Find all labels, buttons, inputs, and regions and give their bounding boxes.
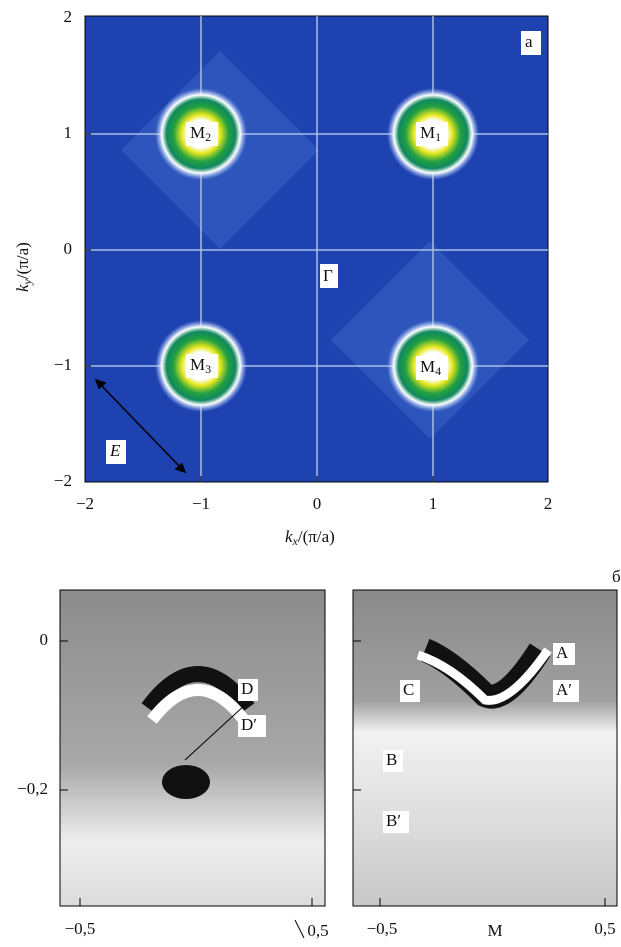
point-label: M1 — [420, 123, 441, 144]
label-part: k — [13, 284, 32, 292]
x-tick-label: M — [487, 921, 502, 940]
band — [416, 647, 552, 705]
point-label: M2 — [190, 123, 211, 144]
x-tick-label: 0 — [313, 494, 322, 513]
band-label: D′ — [241, 715, 257, 734]
x-tick-label: 0,5 — [594, 919, 615, 938]
point-label: M4 — [420, 357, 441, 378]
ticks — [85, 133, 434, 482]
band-label: D — [241, 679, 253, 698]
band-label: B — [386, 750, 397, 769]
x-tick-label: −0,5 — [367, 919, 398, 938]
label-part: M — [420, 357, 435, 376]
x-tick-label: 0,5 — [307, 921, 328, 940]
y-tick-label: −2 — [54, 471, 72, 490]
band-label: A′ — [556, 680, 572, 699]
x-tick-label: −0,5 — [65, 919, 96, 938]
band — [162, 765, 210, 799]
panel-label: б — [612, 567, 621, 586]
point-label: M3 — [190, 355, 211, 376]
band — [147, 684, 249, 724]
y-tick-label: 1 — [64, 123, 73, 142]
x-tick-label: 2 — [544, 494, 553, 513]
y-tick-label: 2 — [64, 7, 73, 26]
x-tick-label: 1 — [429, 494, 438, 513]
label-part: 4 — [435, 364, 441, 378]
y-axis-label: ky/(π/a) — [13, 242, 34, 292]
label-part: y — [20, 278, 34, 285]
panel-a: M1 M2 M3 M4 Γ а E −2 −1 0 1 2 2 1 0 −1 −… — [13, 7, 552, 548]
label-part: 1 — [435, 130, 441, 144]
right-plot — [352, 589, 618, 907]
panel-label: а — [525, 32, 533, 51]
ticks — [60, 640, 606, 939]
band-label: C — [403, 680, 414, 699]
label-part: M — [190, 355, 205, 374]
y-tick-label: −0,2 — [17, 779, 48, 798]
band-label: A — [556, 643, 569, 662]
band-label: B′ — [386, 811, 401, 830]
label-part: x — [292, 534, 299, 548]
label-part: k — [285, 527, 293, 546]
x-tick-label: −1 — [192, 494, 210, 513]
left-plot — [59, 589, 326, 907]
label-part: 2 — [205, 130, 211, 144]
label-part: /(π/a) — [298, 527, 335, 546]
label-part: 3 — [205, 362, 211, 376]
label-part: M — [420, 123, 435, 142]
y-tick-label: −1 — [54, 355, 72, 374]
y-tick-label: 0 — [40, 630, 49, 649]
panel-b: б 0 −0,2 −0,5 0,5 −0,5 M 0,5 D D′ A C A′… — [17, 567, 621, 940]
y-tick-label: 0 — [64, 239, 73, 258]
label-part: /(π/a) — [13, 242, 32, 279]
band — [141, 666, 255, 713]
polarization-arrow — [94, 378, 187, 474]
x-axis-label: kx/(π/a) — [285, 527, 335, 548]
gamma-label: Γ — [323, 266, 333, 285]
label-part: M — [190, 123, 205, 142]
arrow-label: E — [109, 441, 121, 460]
x-tick-label: −2 — [76, 494, 94, 513]
